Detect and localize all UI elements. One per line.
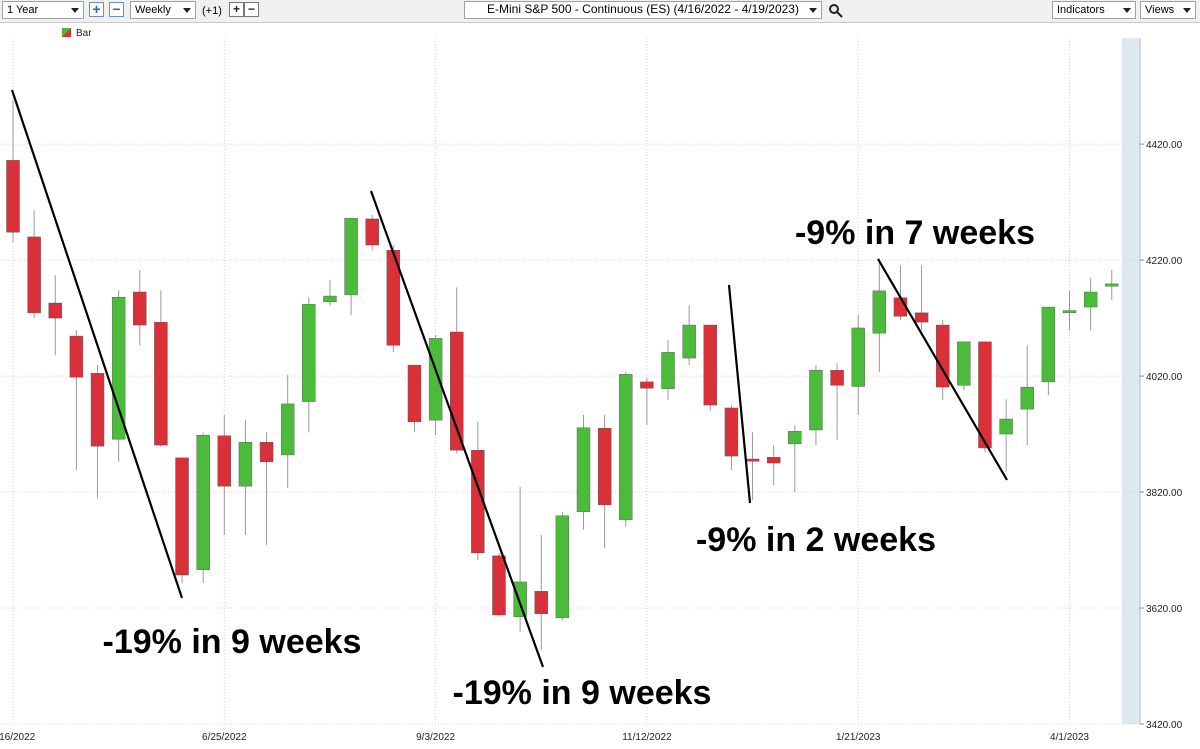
candle-body xyxy=(302,303,316,402)
trend-line xyxy=(369,190,545,668)
candle-body xyxy=(851,327,865,387)
offset-plus-button[interactable]: + xyxy=(229,2,244,17)
legend-label: Bar xyxy=(76,28,92,39)
offset-label: (+1) xyxy=(202,5,222,17)
candle-body xyxy=(154,321,168,446)
candle-body xyxy=(914,312,929,323)
trend-line xyxy=(10,89,184,599)
trend-line xyxy=(877,258,1008,481)
period-select[interactable]: 1 Year xyxy=(2,1,84,19)
candle-body xyxy=(534,591,548,615)
annotation: -9% in 2 weeks xyxy=(696,521,936,559)
candle-body xyxy=(1062,310,1077,314)
candle-body xyxy=(1020,386,1034,410)
candle-body xyxy=(640,381,654,389)
candle-body xyxy=(238,441,253,487)
candle-body xyxy=(809,370,823,431)
toolbar: 1 Year + − Weekly (+1) + − E-Mini S&P 50… xyxy=(0,0,1200,23)
candle-body xyxy=(788,430,802,445)
offset-minus-button[interactable]: − xyxy=(244,2,259,17)
candle-body xyxy=(111,297,126,440)
candle-body xyxy=(661,352,675,390)
candle-body xyxy=(724,407,739,457)
candle-body xyxy=(957,341,971,386)
zoom-in-button[interactable]: + xyxy=(89,2,104,17)
x-tick-label: 4/16/2022 xyxy=(0,732,36,743)
candle-body xyxy=(407,364,422,423)
candle-body xyxy=(1041,306,1056,383)
trend-line xyxy=(727,284,752,504)
candle-body xyxy=(999,418,1013,435)
y-tick-label: 4020.00 xyxy=(1146,372,1183,383)
candle-body xyxy=(48,302,62,319)
candle-body xyxy=(27,236,41,314)
zoom-out-button[interactable]: − xyxy=(109,2,124,17)
candle-body xyxy=(217,435,232,487)
indicators-select[interactable]: Indicators xyxy=(1052,1,1136,19)
x-tick-label: 4/1/2023 xyxy=(1050,732,1089,743)
legend-swatch xyxy=(62,28,71,37)
y-tick-label: 4220.00 xyxy=(1146,256,1183,267)
candle-body xyxy=(936,324,950,388)
candle-body xyxy=(513,581,527,617)
chart-title[interactable]: E-Mini S&P 500 - Continuous (ES) (4/16/2… xyxy=(464,1,822,19)
trend-lines xyxy=(10,89,1008,668)
candle-body xyxy=(1105,283,1119,287)
candle-body xyxy=(597,428,612,506)
candle-body xyxy=(492,555,506,616)
candle-body xyxy=(872,290,887,334)
candle-body xyxy=(1083,291,1098,308)
views-select[interactable]: Views xyxy=(1140,1,1196,19)
candle-body xyxy=(69,335,84,378)
candle-body xyxy=(766,457,781,464)
candle-body xyxy=(703,324,717,406)
y-tick-label: 3620.00 xyxy=(1146,604,1183,615)
candle-body xyxy=(555,515,570,619)
chart: Bar 3420.00 3620.00 3820.00 4020.00 4220.00 4… xyxy=(0,28,1183,743)
candle-body xyxy=(365,218,379,246)
candle-body xyxy=(280,403,295,456)
candle-body xyxy=(745,458,760,462)
candle-body xyxy=(619,374,633,521)
annotation: -9% in 7 weeks xyxy=(795,214,1035,252)
candle-body xyxy=(196,435,210,570)
candle-body xyxy=(978,341,992,449)
x-tick-label: 1/21/2023 xyxy=(836,732,881,743)
annotation: -19% in 9 weeks xyxy=(103,623,362,661)
search-icon[interactable] xyxy=(828,3,844,19)
interval-select[interactable]: Weekly xyxy=(130,1,196,19)
future-band xyxy=(1122,38,1140,724)
annotation: -19% in 9 weeks xyxy=(453,674,712,712)
x-tick-label: 9/3/2022 xyxy=(416,732,455,743)
x-tick-label: 6/25/2022 xyxy=(202,732,247,743)
candle-body xyxy=(133,291,147,326)
candle-body xyxy=(576,427,591,512)
x-tick-label: 11/12/2022 xyxy=(622,732,672,743)
y-tick-label: 3420.00 xyxy=(1146,720,1183,731)
y-tick-label: 4420.00 xyxy=(1146,140,1183,151)
candle-body xyxy=(830,370,844,386)
candle-body xyxy=(259,441,274,463)
y-tick-label: 3820.00 xyxy=(1146,488,1183,499)
candle-body xyxy=(344,218,358,296)
candle-body xyxy=(90,372,105,447)
candle-body xyxy=(323,295,337,303)
candle-body xyxy=(450,331,464,451)
candle-body xyxy=(6,160,20,233)
candle-body xyxy=(682,324,696,359)
candle-body xyxy=(175,457,189,576)
